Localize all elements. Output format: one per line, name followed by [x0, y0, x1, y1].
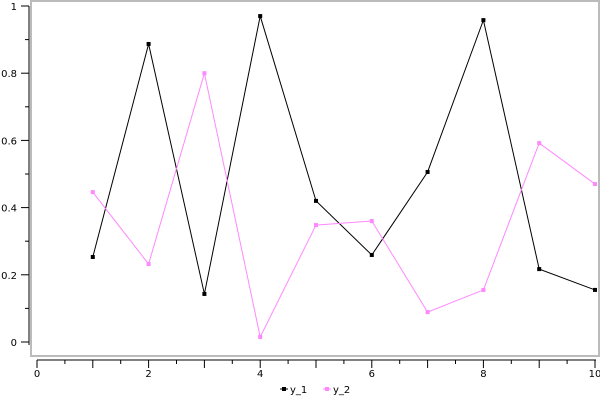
data-point-y_2	[146, 262, 151, 267]
legend-item-y_2: y_2	[323, 385, 350, 396]
data-point-y_2	[202, 71, 207, 76]
data-point-y_2	[369, 219, 374, 224]
data-point-y_2	[314, 223, 318, 228]
x-tick-label: 10	[589, 369, 600, 380]
x-tick-label: 4	[257, 369, 263, 380]
data-point-y_1	[202, 291, 207, 296]
data-point-y_1	[537, 267, 542, 272]
y-tick-label: 0.6	[1, 136, 17, 147]
series-line-y_1	[92, 15, 596, 295]
y-tick-label: 0.2	[1, 271, 17, 282]
y-tick-label: 0.8	[1, 69, 17, 80]
data-point-y_2	[90, 190, 95, 195]
x-tick-label: 0	[34, 369, 40, 380]
plot-frame	[30, 0, 600, 357]
x-tick-label: 6	[369, 369, 375, 380]
x-tick-label: 8	[480, 369, 486, 380]
legend: y_1 y_2	[280, 385, 350, 396]
legend-marker	[325, 387, 329, 391]
data-point-y_2	[593, 182, 597, 187]
data-point-y_2	[481, 287, 486, 292]
legend-marker	[282, 387, 286, 391]
x-tick-label: 2	[145, 369, 151, 380]
data-point-y_1	[258, 14, 263, 19]
data-point-y_1	[314, 198, 318, 203]
data-point-y_2	[537, 141, 542, 146]
data-point-y_1	[90, 254, 95, 259]
data-point-y_2	[258, 334, 263, 339]
data-point-y_1	[146, 41, 151, 46]
data-point-y_1	[593, 287, 597, 292]
legend-item-y_1: y_1	[280, 385, 307, 396]
y-tick-label: 1	[11, 2, 17, 13]
data-point-y_2	[425, 310, 430, 315]
data-point-y_1	[369, 252, 374, 257]
y-tick-label: 0.4	[1, 204, 17, 215]
legend-label: y_2	[333, 385, 350, 396]
data-point-y_1	[481, 18, 486, 23]
series-line-y_2	[92, 73, 596, 339]
data-point-y_1	[425, 169, 430, 174]
legend-label: y_1	[290, 385, 307, 396]
y-tick-label: 0	[11, 338, 17, 349]
